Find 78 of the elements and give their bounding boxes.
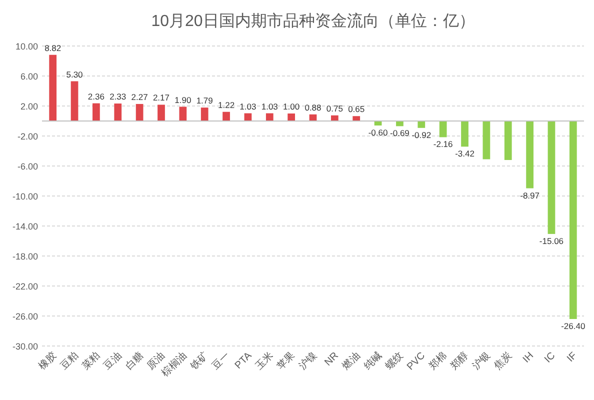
- data-label: 2.17: [152, 92, 170, 103]
- bar: [49, 54, 57, 121]
- x-tick-label: IC: [542, 350, 558, 366]
- bar: [352, 116, 360, 121]
- chart-title: 10月20日国内期市品种资金流向（单位：亿）: [151, 12, 475, 30]
- data-label: -26.40: [561, 321, 586, 331]
- data-label: 1.79: [196, 96, 214, 106]
- x-tick-label: 郑棉: [426, 350, 450, 372]
- data-label: 8.82: [44, 42, 62, 53]
- y-tick-label: -26.00: [12, 312, 38, 322]
- x-tick-label: 豆粕: [58, 350, 81, 372]
- x-tick-label: 菜粕: [80, 350, 102, 372]
- bar: [548, 121, 556, 234]
- bar: [70, 81, 78, 121]
- bar: [504, 121, 512, 160]
- y-tick-label: -14.00: [12, 222, 38, 232]
- y-tick-label: -6.00: [17, 162, 38, 172]
- bar: [92, 103, 100, 121]
- data-label: 1.22: [218, 100, 235, 110]
- y-tick-label: -10.00: [12, 192, 38, 202]
- x-tick-label: NR: [322, 350, 341, 368]
- x-tick-label: IF: [565, 350, 580, 364]
- bar: [288, 114, 296, 121]
- data-label: 1.00: [283, 102, 300, 112]
- data-label: -0.60: [368, 128, 388, 138]
- data-label: -0.92: [412, 130, 432, 140]
- bar: [526, 121, 534, 188]
- x-tick-label: 纯碱: [362, 350, 384, 372]
- data-label: -8.97: [520, 190, 540, 200]
- x-tick-label: 沪镍: [296, 350, 320, 372]
- bar: [330, 115, 338, 121]
- x-tick-label: 燃油: [340, 350, 362, 372]
- x-tick-label: 玉米: [253, 350, 276, 372]
- bar: [179, 106, 187, 121]
- data-label: -0.69: [390, 128, 410, 138]
- x-tick-label: 豆油: [101, 350, 124, 372]
- bar: [439, 121, 447, 138]
- data-label: 5.30: [66, 69, 84, 80]
- data-label: -3.42: [455, 148, 475, 159]
- bar: [158, 104, 165, 121]
- data-label: 2.33: [110, 92, 126, 102]
- bar: [136, 104, 144, 121]
- bar: [114, 104, 122, 121]
- x-tick-label: 橡胶: [36, 350, 59, 372]
- data-label: 2.27: [131, 92, 148, 102]
- y-tick-label: -2.00: [17, 132, 38, 142]
- x-tick-label: 焦炭: [492, 350, 514, 372]
- y-tick-label: -22.00: [12, 282, 38, 292]
- data-label: 1.90: [174, 94, 192, 105]
- bar: [482, 121, 490, 160]
- bar: [461, 121, 468, 147]
- bar: [569, 121, 577, 319]
- x-tick-label: PTA: [233, 350, 254, 372]
- bar: [222, 112, 230, 121]
- y-tick-label: 2.00: [20, 102, 38, 112]
- y-tick-label: 10.00: [15, 42, 38, 52]
- x-tick-label: 豆一: [210, 350, 232, 372]
- x-tick-label: 郑醇: [448, 350, 471, 372]
- data-label: -15.06: [539, 236, 564, 246]
- y-tick-label: 6.00: [20, 72, 38, 82]
- bar: [266, 113, 274, 121]
- x-tick-label: IH: [521, 350, 536, 366]
- x-tick-label: 螺纹: [383, 350, 406, 372]
- x-tick-label: 苹果: [274, 350, 298, 372]
- y-tick-label: -30.00: [12, 342, 38, 352]
- data-label: -2.16: [433, 139, 454, 150]
- x-tick-label: 沪银: [470, 350, 493, 372]
- data-label: 0.75: [326, 103, 344, 114]
- data-label: 0.88: [304, 102, 322, 112]
- bar: [418, 121, 426, 128]
- x-tick-label: 铁矿: [187, 350, 211, 373]
- data-label: 2.36: [88, 91, 105, 102]
- data-label: 1.03: [240, 101, 257, 112]
- data-label: 1.03: [261, 101, 278, 112]
- bar: [200, 108, 208, 121]
- y-tick-label: -18.00: [12, 252, 38, 262]
- data-label: 0.65: [348, 104, 365, 114]
- x-tick-label: 白糖: [123, 350, 146, 372]
